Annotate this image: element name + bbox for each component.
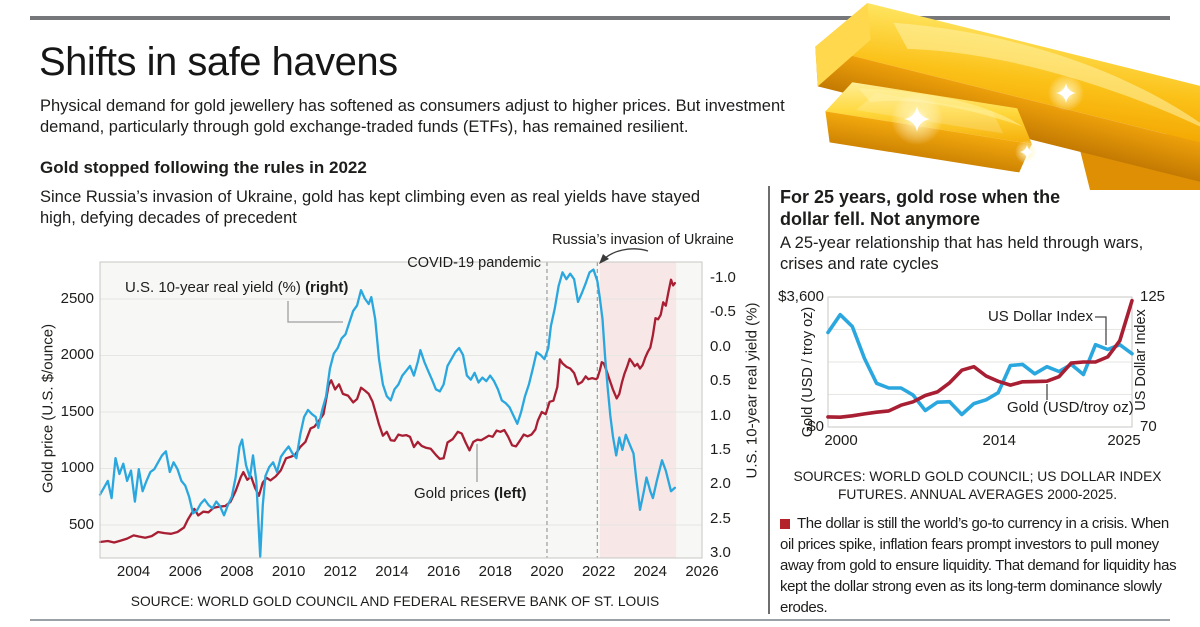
tick-label: 2500: [60, 289, 94, 307]
tick-label: 2014: [982, 432, 1016, 449]
tick-label: 2004: [116, 563, 151, 580]
gold-series-label-text: Gold prices: [414, 485, 495, 502]
tick-label: $0: [807, 418, 824, 435]
tick-label: -0.5: [710, 303, 736, 321]
tick-label: 0.0: [710, 337, 731, 355]
tick-label: 2016: [426, 563, 461, 580]
tick-label: 1.5: [710, 440, 731, 458]
side-note-text: The dollar is still the world’s go-to cu…: [780, 515, 1177, 616]
tick-label: 1.0: [710, 406, 731, 424]
bottom-divider-rule: [30, 619, 1170, 621]
invasion-arrowhead: [599, 254, 609, 264]
top-divider-rule: [30, 16, 1170, 20]
gold-bars-illustration: [815, 2, 1200, 190]
tick-label: 2022: [581, 563, 616, 580]
tick-label: 2008: [220, 563, 254, 580]
tick-label: $3,600: [778, 288, 824, 305]
tick-label: 2.0: [710, 475, 731, 493]
yield-series-label: U.S. 10-year real yield (%) (right): [125, 279, 348, 296]
tick-label: 2020: [530, 563, 564, 580]
invasion-arrow: [601, 248, 649, 262]
side-chart-subheading: A 25-year relationship that has held thr…: [780, 234, 1144, 273]
annotation-connectors: [287, 248, 1107, 482]
main-chart-subheading: Since Russia’s invasion of Ukraine, gold…: [40, 188, 701, 227]
main-y-right-axis-label: U.S. 10-year real yield (%): [743, 302, 761, 479]
tick-label: 2024: [633, 563, 667, 580]
bullet-square-icon: [780, 519, 790, 529]
tick-label: 1500: [60, 402, 94, 420]
tick-label: 2000: [824, 432, 858, 449]
gold-bar-small: [825, 82, 1032, 173]
tick-label: 2026: [685, 563, 719, 580]
tick-label: 2010: [271, 563, 306, 580]
tick-label: 3.0: [710, 544, 731, 562]
invasion-annotation: Russia’s invasion of Ukraine: [552, 232, 734, 248]
vertical-divider: [768, 186, 770, 614]
gold-series-label-bold: (left): [494, 485, 527, 502]
page-title: Shifts in safe havens: [39, 40, 398, 84]
yield-label-connector: [287, 301, 343, 323]
side-chart-sources: SOURCES: WORLD GOLD COUNCIL; US DOLLAR I…: [793, 469, 1162, 503]
gold-bar-large: [815, 2, 1200, 189]
main-y-left-axis-label: Gold price (U.S. $/ounce): [39, 323, 57, 494]
tick-label: 2012: [323, 563, 357, 580]
tick-label: 2014: [375, 563, 409, 580]
intro-paragraph: Physical demand for gold jewellery has s…: [40, 97, 785, 136]
tick-label: 1000: [60, 459, 94, 477]
side-chart-heading: For 25 years, gold rose when the dollar …: [780, 187, 1061, 229]
main-chart-source: SOURCE: WORLD GOLD COUNCIL AND FEDERAL R…: [130, 594, 660, 609]
tick-label: 0.5: [710, 372, 731, 390]
tick-label: 2018: [478, 563, 512, 580]
sparkles: [891, 75, 1084, 164]
tick-label: -1.0: [710, 268, 736, 286]
dollar-gold-chart-plot: [826, 296, 1134, 428]
tick-label: 125: [1140, 288, 1166, 305]
dxy-label-connector: [1095, 316, 1107, 345]
tick-label: 2006: [168, 563, 202, 580]
small-y-right-axis-label: US Dollar Index: [1133, 309, 1149, 411]
tick-label: 2025: [1107, 432, 1141, 449]
tick-label: 70: [1140, 418, 1157, 435]
tick-label: 2.5: [710, 509, 731, 527]
gold-small-annotation: Gold (USD/troy oz): [1007, 399, 1134, 416]
covid-annotation: COVID-19 pandemic: [407, 255, 541, 271]
main-chart-heading: Gold stopped following the rules in 2022: [40, 158, 367, 177]
tick-label: 500: [68, 515, 94, 533]
yield-series-label-text: U.S. 10-year real yield (%): [125, 279, 306, 296]
side-note: The dollar is still the world’s go-to cu…: [780, 513, 1182, 618]
gold-bar-back: [1080, 128, 1200, 190]
yield-series-label-bold: (right): [305, 279, 349, 296]
gold-series-label: Gold prices (left): [414, 485, 527, 502]
tick-label: 2000: [60, 346, 94, 364]
main-chart-plot: [98, 261, 703, 559]
dxy-annotation: US Dollar Index: [987, 308, 1093, 325]
small-y-left-axis-label: Gold (USD / troy oz): [800, 306, 816, 438]
